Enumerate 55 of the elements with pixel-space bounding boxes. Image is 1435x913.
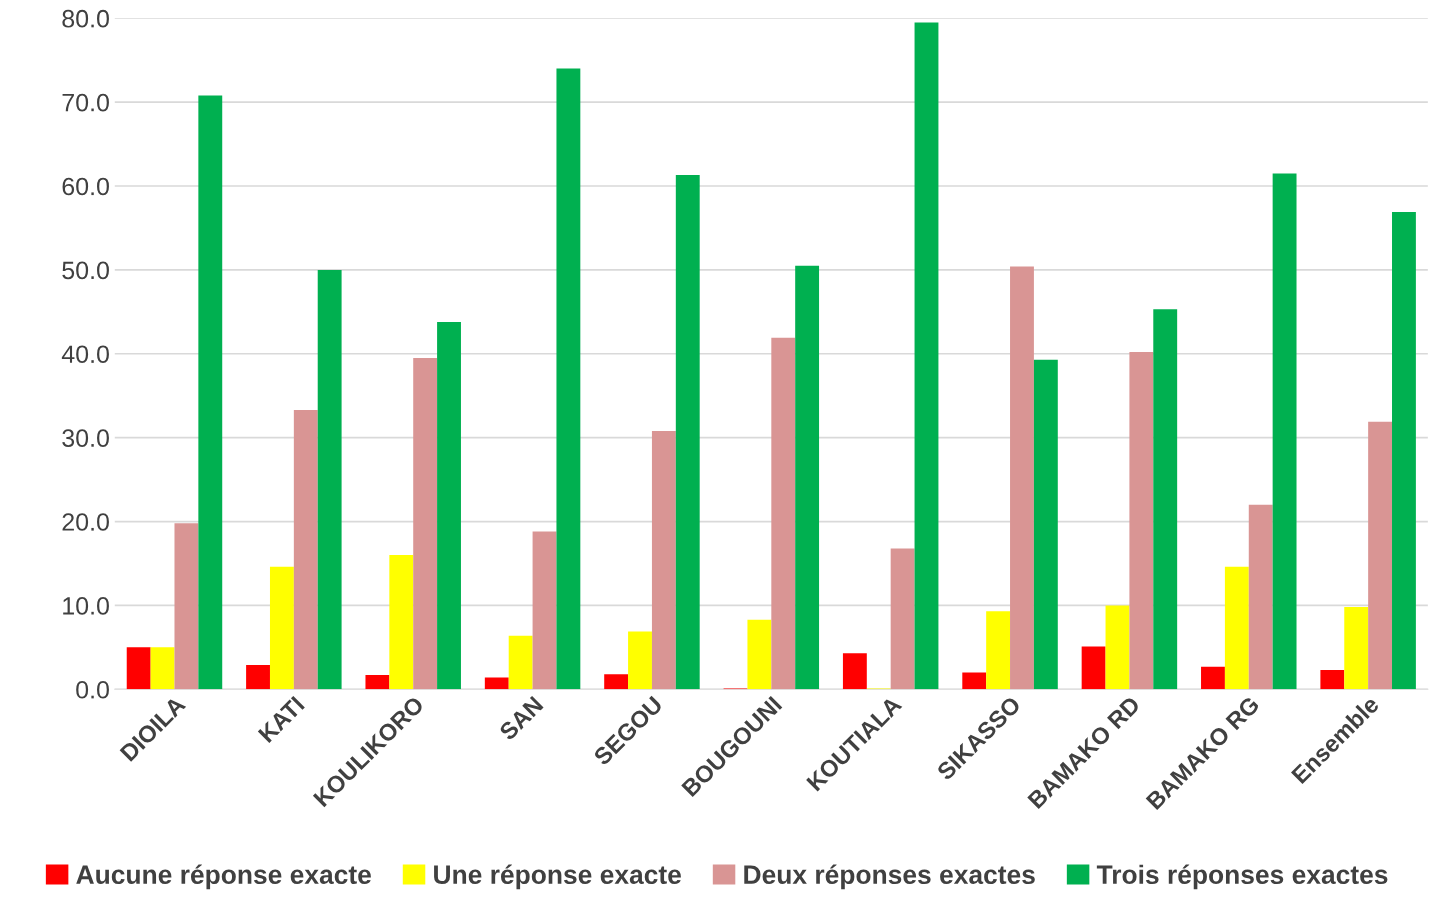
bar bbox=[1392, 212, 1416, 690]
legend-label: Trois réponses exactes bbox=[1096, 864, 1388, 890]
y-tick-label: 70.0 bbox=[62, 93, 109, 112]
bar bbox=[651, 430, 676, 690]
y-tick-label: 0.0 bbox=[76, 680, 109, 699]
y-tick-label: 30.0 bbox=[62, 429, 109, 447]
bar bbox=[1224, 566, 1249, 690]
bar bbox=[126, 647, 151, 690]
bar bbox=[842, 653, 867, 690]
bar bbox=[675, 175, 700, 690]
bar bbox=[914, 22, 939, 690]
bar bbox=[508, 635, 533, 690]
bar bbox=[1153, 309, 1178, 690]
y-tick-label: 50.0 bbox=[62, 261, 109, 280]
bar bbox=[532, 531, 557, 690]
bar bbox=[1320, 670, 1345, 690]
bar bbox=[150, 647, 175, 690]
bar bbox=[246, 664, 270, 690]
bar bbox=[1272, 173, 1297, 690]
bar bbox=[890, 548, 915, 690]
y-tick-label: 10.0 bbox=[63, 597, 109, 615]
bar bbox=[1201, 666, 1225, 690]
bar bbox=[437, 321, 461, 690]
bar bbox=[962, 672, 987, 690]
bar bbox=[365, 675, 390, 690]
bar bbox=[293, 409, 318, 690]
legend-label: Deux réponses exactes bbox=[744, 864, 1035, 890]
bar bbox=[174, 523, 199, 690]
bar bbox=[747, 619, 772, 690]
bar bbox=[1248, 504, 1273, 690]
bar bbox=[269, 566, 294, 690]
y-tick-label: 80.0 bbox=[62, 9, 109, 28]
bar bbox=[198, 95, 223, 690]
bar bbox=[795, 265, 820, 690]
legend-label: Aucune réponse exacte bbox=[76, 864, 371, 890]
bar bbox=[1033, 359, 1058, 690]
y-tick-label: 20.0 bbox=[62, 513, 109, 531]
bar bbox=[771, 337, 796, 690]
bar bbox=[556, 68, 581, 690]
bar bbox=[389, 555, 414, 690]
legend-label: Une réponse exacte bbox=[434, 864, 681, 890]
bar bbox=[413, 357, 438, 690]
bar bbox=[317, 269, 342, 690]
bar bbox=[1010, 266, 1034, 690]
bar bbox=[484, 677, 509, 690]
bar bbox=[1344, 607, 1369, 690]
bar bbox=[1129, 352, 1154, 690]
bar bbox=[986, 611, 1011, 690]
bar bbox=[628, 631, 652, 690]
bar bbox=[1368, 421, 1393, 690]
y-tick-label: 60.0 bbox=[62, 177, 109, 196]
bar bbox=[1081, 646, 1106, 690]
y-tick-label: 40.0 bbox=[61, 345, 109, 364]
bar bbox=[1105, 605, 1130, 690]
bar bbox=[604, 674, 629, 690]
